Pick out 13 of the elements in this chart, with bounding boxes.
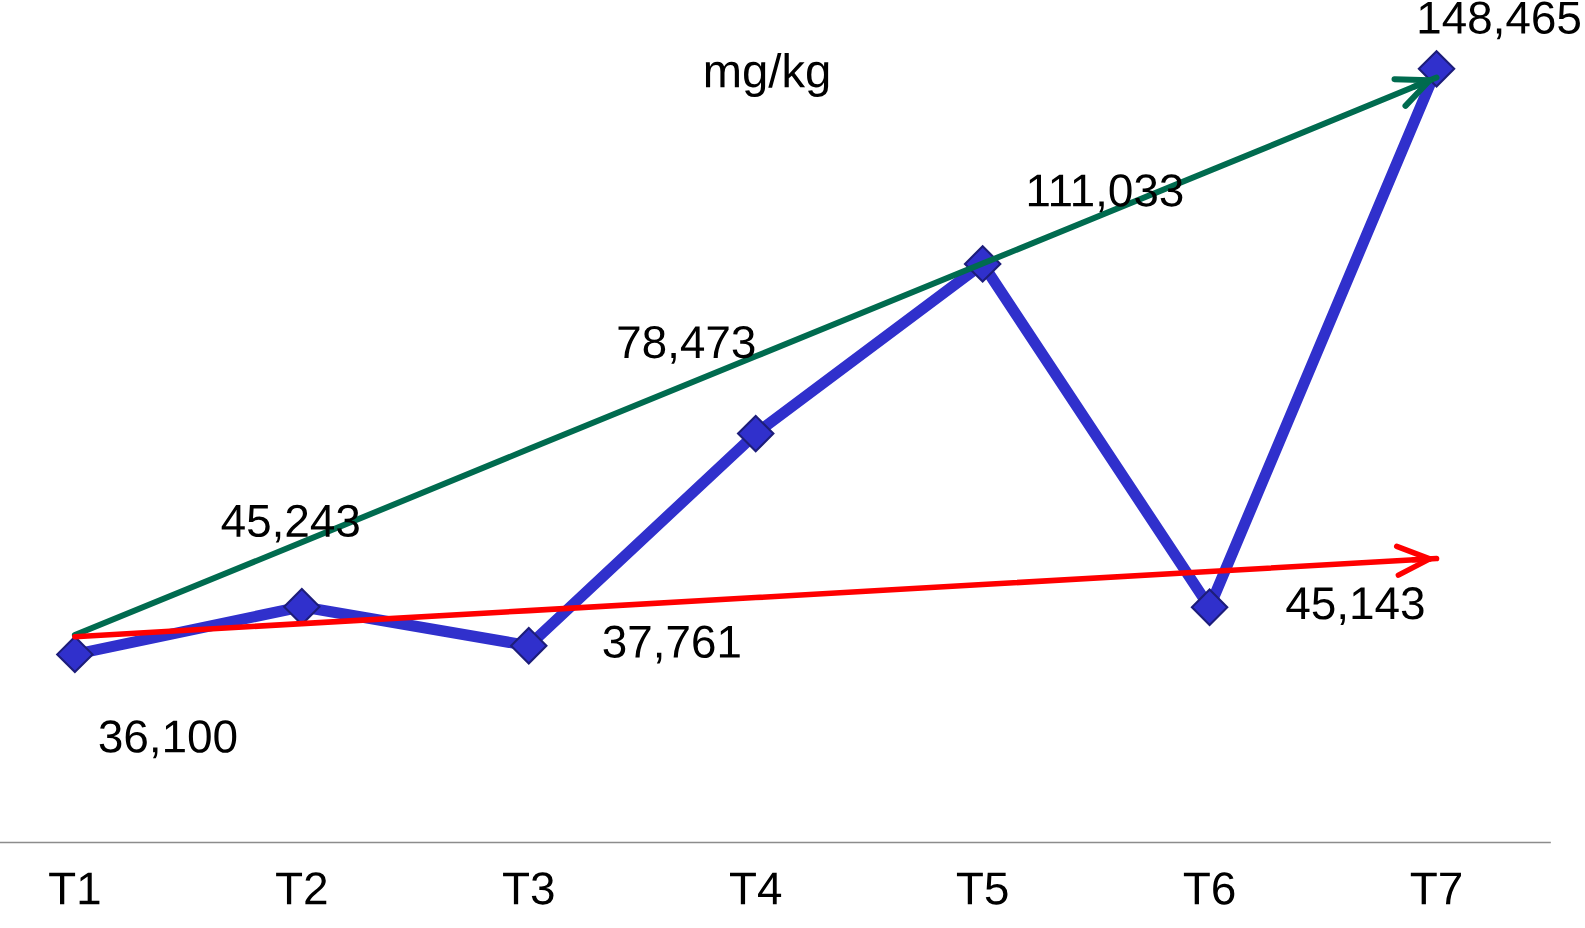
data-label: 36,100: [99, 720, 237, 759]
x-tick-label: T4: [730, 872, 782, 905]
data-label: 45,143: [1286, 587, 1424, 625]
x-tick-label: T3: [503, 872, 554, 905]
data-label: 148,465: [1419, 1, 1580, 40]
data-label: 37,761: [603, 625, 740, 664]
x-tick-label: T7: [1410, 872, 1461, 905]
chart-title: mg/kg: [705, 52, 829, 98]
x-tick-label: T2: [276, 872, 327, 905]
data-label: 78,473: [618, 325, 755, 364]
x-tick-label: T5: [956, 872, 1008, 905]
x-tick-label: T1: [49, 872, 100, 905]
x-tick-label: T6: [1183, 872, 1235, 905]
